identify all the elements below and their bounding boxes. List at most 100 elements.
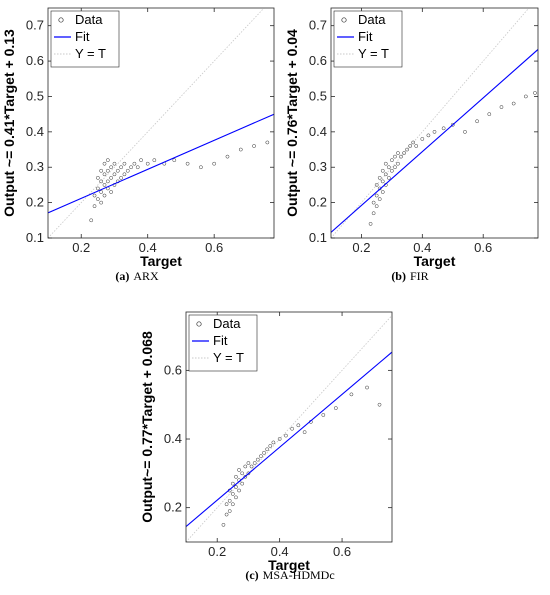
data-point	[230, 502, 235, 507]
data-point	[152, 158, 157, 163]
fit-line	[186, 351, 392, 527]
data-point	[411, 140, 416, 145]
y-tick-label: 0.3	[26, 159, 44, 174]
x-axis-label: Target	[268, 557, 310, 573]
y-tick-label: 0.4	[309, 124, 327, 139]
data-point	[390, 158, 394, 163]
data-point	[533, 91, 537, 95]
x-tick-label: 0.2	[352, 240, 370, 255]
axes-box	[185, 311, 393, 543]
panel-caption: (b) FIR	[391, 269, 428, 283]
data-point	[523, 94, 528, 99]
data-point	[92, 193, 97, 198]
data-point	[199, 165, 203, 170]
legend-label: Y = T	[213, 350, 244, 365]
x-tick-label: 0.6	[333, 544, 351, 559]
data-point	[122, 172, 127, 177]
data-point	[102, 172, 107, 177]
data-point	[224, 512, 229, 517]
data-point	[119, 175, 123, 180]
data-point	[234, 495, 238, 500]
data-point	[89, 218, 94, 223]
x-axis-label: Target	[414, 253, 456, 269]
y-tick-label: 0.2	[309, 195, 327, 210]
data-point	[243, 464, 248, 469]
legend-data-marker	[58, 17, 64, 23]
panel-caption: (c) MSA-HDMDc	[245, 568, 334, 582]
data-point	[185, 161, 190, 166]
data-point	[234, 485, 238, 489]
panel-arx: 0.2 0.4 0.6 0.1 0.2 0.3 0.4 0.5 0.6 0.7 Target Outp…	[1, 7, 275, 283]
legend-label: Y = T	[75, 46, 106, 61]
data-point	[227, 498, 232, 503]
legend-label: Fit	[213, 333, 228, 348]
data-point	[259, 454, 263, 459]
x-tick-label: 0.6	[474, 240, 492, 255]
data-point	[408, 144, 412, 148]
data-point	[511, 101, 516, 106]
data-point	[112, 172, 117, 177]
y-tick-label: 0.4	[164, 431, 182, 446]
data-point	[135, 165, 140, 170]
legend-data-marker	[196, 321, 202, 327]
legend-box	[50, 10, 120, 68]
data-point	[105, 179, 110, 184]
data-point	[383, 172, 388, 177]
x-tick-label: 0.4	[271, 544, 289, 559]
data-point	[99, 179, 104, 184]
data-point	[99, 200, 104, 205]
x-tick-label: 0.2	[72, 240, 90, 255]
data-point	[212, 161, 217, 166]
data-point	[396, 151, 400, 155]
legend-label: Data	[358, 12, 386, 27]
plot-content	[331, 8, 538, 238]
y-tick-label: 0.2	[164, 500, 182, 515]
legend-data-marker	[341, 17, 347, 23]
y-tick-label: 0.6	[309, 53, 327, 68]
data-point	[390, 168, 394, 173]
caption-name: MSA-HDMDc	[263, 568, 335, 582]
data-point	[405, 147, 409, 152]
identity-line	[48, 8, 265, 238]
legend-label: Fit	[75, 29, 90, 44]
caption-letter: (a)	[115, 269, 129, 283]
legend-label: Y = T	[358, 46, 389, 61]
data-point	[399, 154, 403, 159]
data-point	[238, 147, 243, 152]
data-point	[105, 168, 110, 173]
y-tick-label: 0.6	[164, 362, 182, 377]
data-point	[441, 126, 446, 131]
data-point	[383, 161, 388, 166]
y-tick-label: 0.7	[26, 18, 44, 33]
data-point	[420, 137, 425, 141]
data-point	[377, 402, 382, 407]
data-point	[349, 392, 354, 397]
data-point	[252, 461, 257, 465]
x-tick-label: 0.6	[205, 240, 223, 255]
identity-line	[186, 315, 392, 542]
data-point	[145, 161, 150, 166]
data-point	[230, 481, 235, 486]
x-axis-label: Target	[140, 253, 182, 269]
data-point	[172, 158, 177, 163]
legend: Data Fit Y = T	[333, 10, 403, 68]
fit-line	[48, 113, 274, 214]
panel-msa-hdmdc: 0.2 0.4 0.6 0.2 0.4 0.6 Target Output~= 0.77*Ta…	[139, 311, 393, 582]
data-point	[268, 444, 273, 448]
plot-content	[186, 315, 392, 542]
data-point	[92, 204, 97, 209]
data-point	[386, 165, 391, 170]
data-point	[115, 168, 120, 173]
data-point	[139, 158, 143, 163]
caption-name: ARX	[133, 269, 159, 283]
y-tick-label: 0.6	[26, 53, 44, 68]
data-point	[96, 197, 100, 201]
data-point	[105, 158, 110, 163]
caption-name: FIR	[410, 269, 429, 283]
data-point	[227, 509, 232, 513]
data-point	[252, 144, 256, 148]
x-tick-label: 0.2	[208, 544, 226, 559]
data-point	[302, 430, 307, 434]
data-point	[475, 119, 479, 124]
